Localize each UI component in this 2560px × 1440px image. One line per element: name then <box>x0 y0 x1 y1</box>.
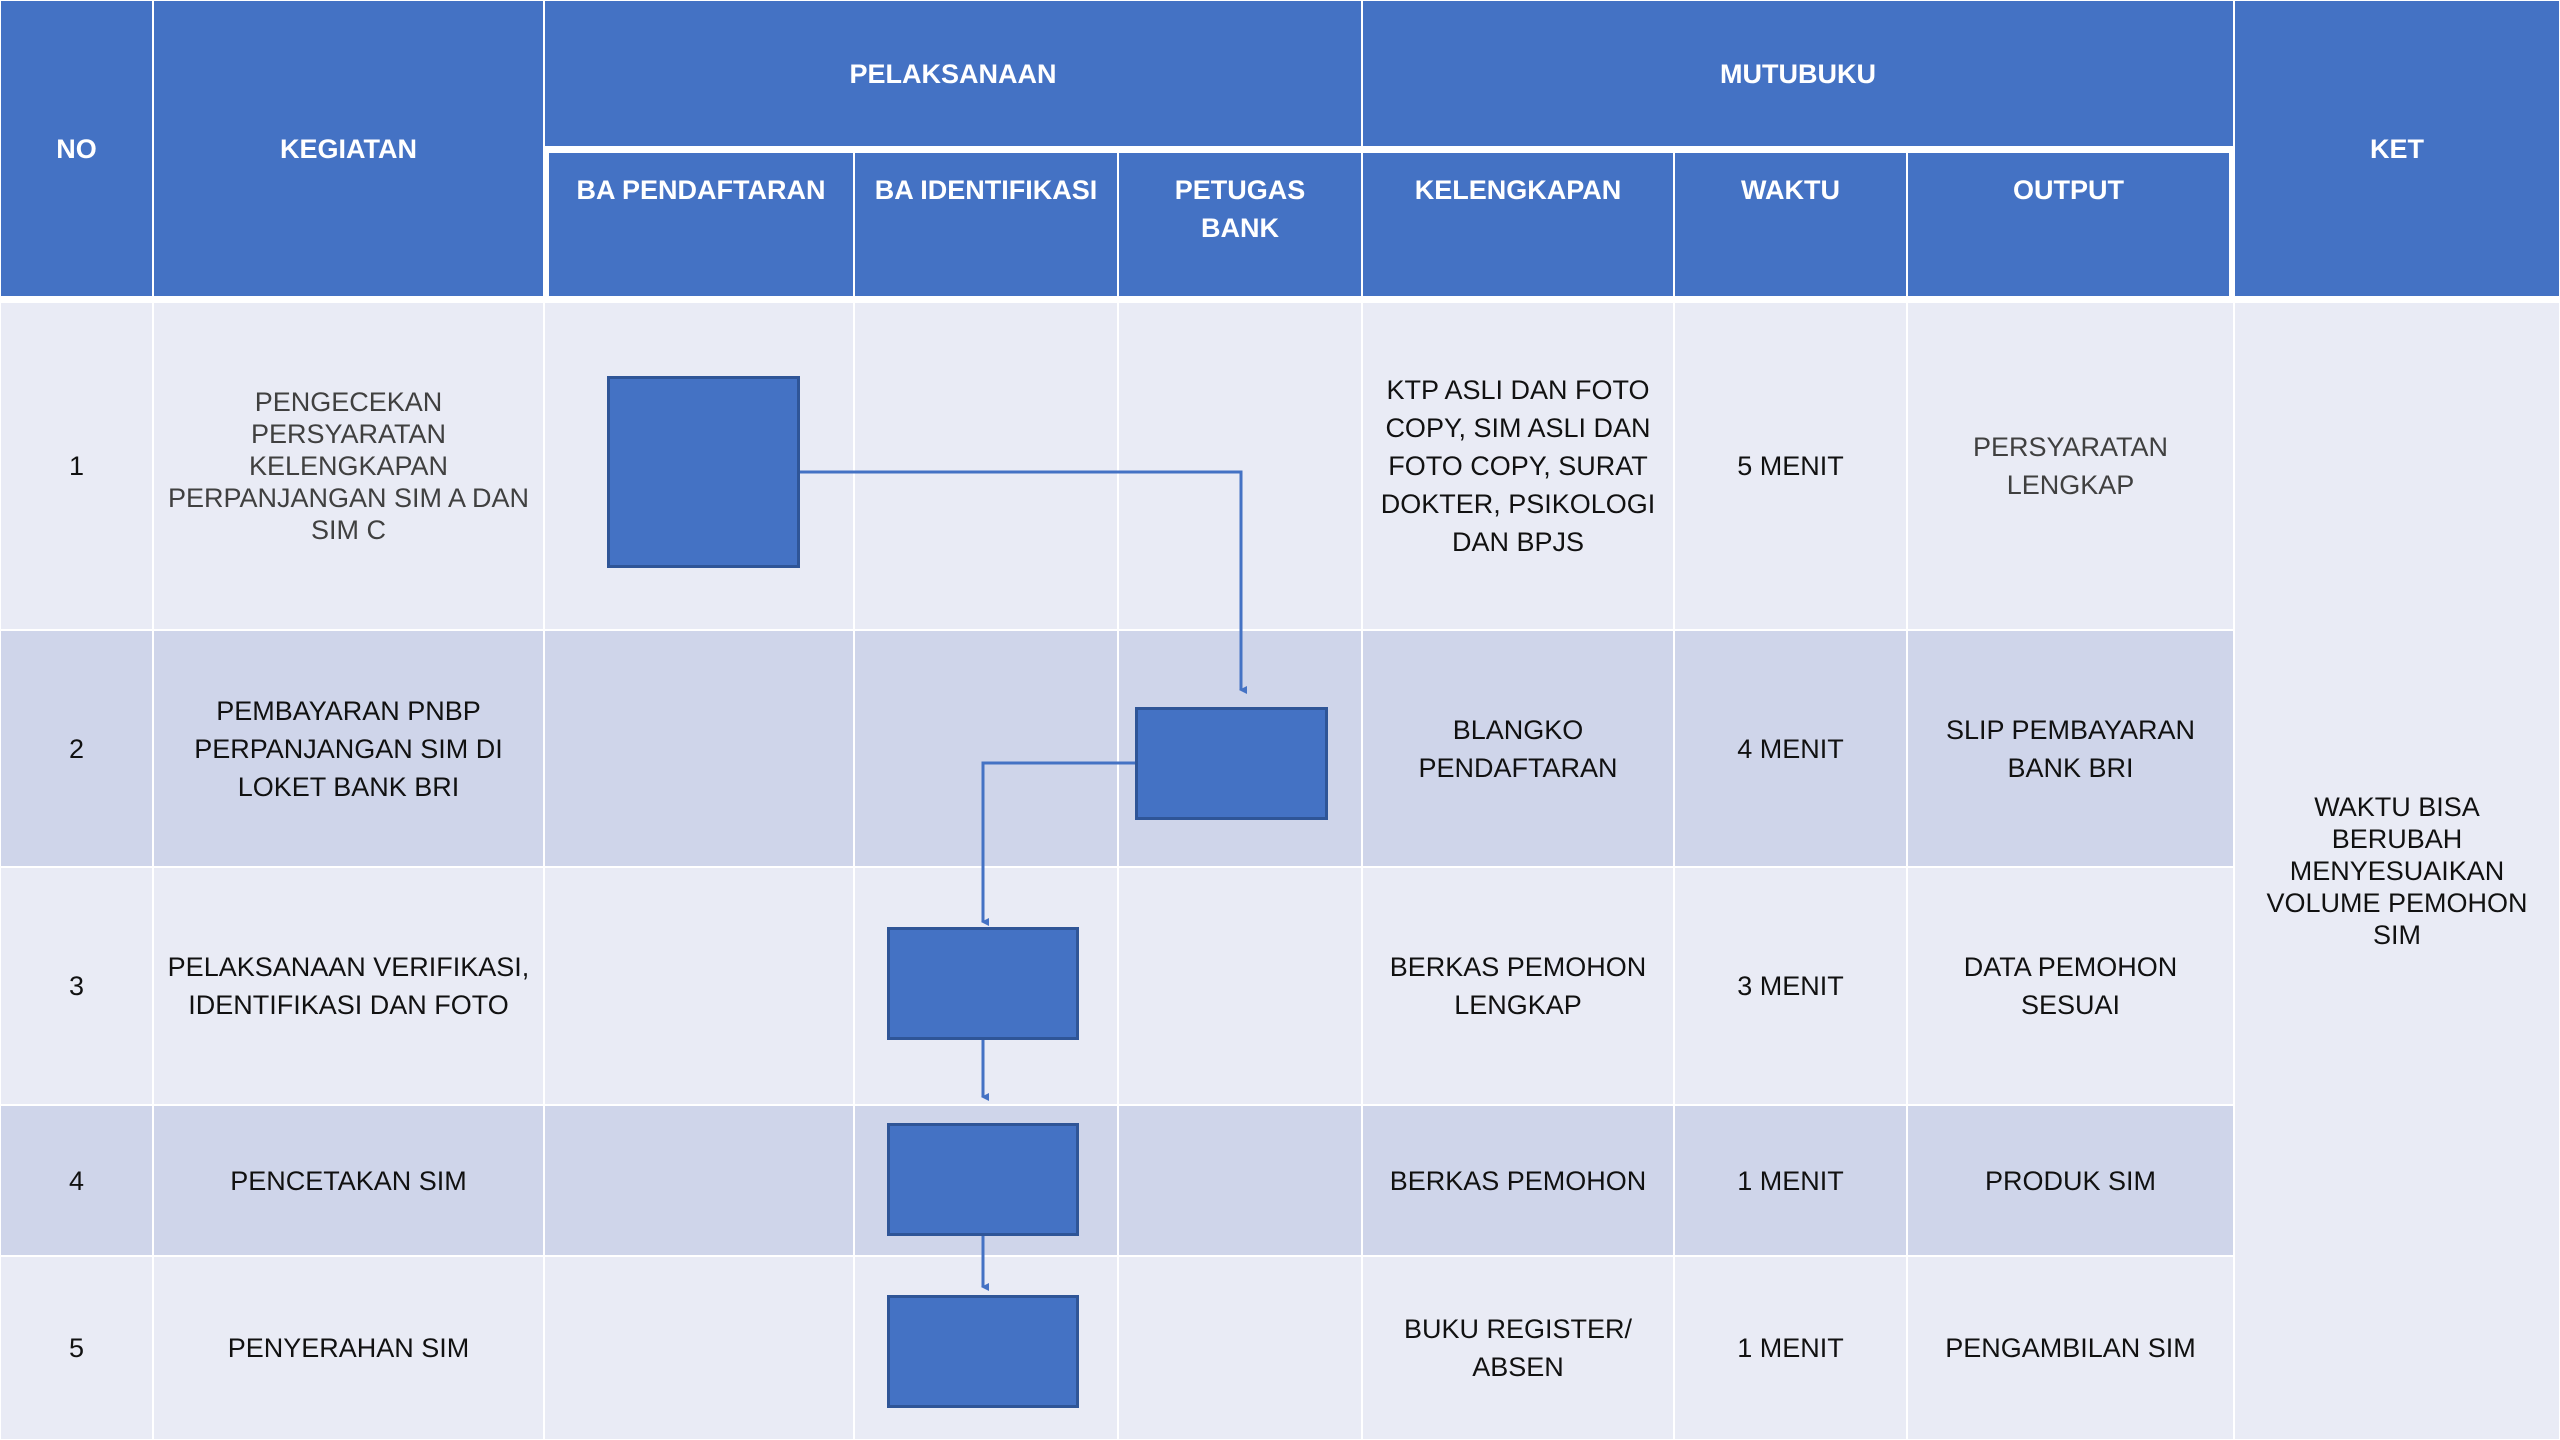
ket-note: WAKTU BISA BERUBAH MENYESUAIKAN VOLUME P… <box>2234 297 2560 1440</box>
process-box-5 <box>887 1295 1079 1408</box>
header-petugas-bank: PETUGAS BANK <box>1118 147 1362 297</box>
connector-2-3 <box>981 761 1135 926</box>
row-2-kegiatan: PEMBAYARAN PNBP PERPANJANGAN SIM DI LOKE… <box>153 630 544 867</box>
connector-1-2 <box>800 470 1247 694</box>
header-ba-pendaftaran: BA PENDAFTARAN <box>544 147 854 297</box>
row-3-waktu: 3 MENIT <box>1674 867 1907 1105</box>
row-3-lane <box>1118 867 1362 1105</box>
row-4-no: 4 <box>0 1105 153 1256</box>
process-box-3 <box>887 927 1079 1040</box>
row-3-no: 3 <box>0 867 153 1105</box>
row-2-no: 2 <box>0 630 153 867</box>
row-1-waktu: 5 MENIT <box>1674 297 1907 630</box>
row-1-no: 1 <box>0 297 153 630</box>
row-4-kelengkapan: BERKAS PEMOHON <box>1362 1105 1674 1256</box>
row-2-kelengkapan: BLANGKO PENDAFTARAN <box>1362 630 1674 867</box>
process-box-1 <box>607 376 800 568</box>
process-box-4 <box>887 1123 1079 1236</box>
header-waktu: WAKTU <box>1674 147 1907 297</box>
row-3-lane <box>544 867 854 1105</box>
row-5-kelengkapan: BUKU REGISTER/ ABSEN <box>1362 1256 1674 1440</box>
row-3-kegiatan: PELAKSANAAN VERIFIKASI, IDENTIFIKASI DAN… <box>153 867 544 1105</box>
row-2-waktu: 4 MENIT <box>1674 630 1907 867</box>
row-4-lane <box>1118 1105 1362 1256</box>
row-5-lane <box>544 1256 854 1440</box>
row-2-lane <box>854 630 1118 867</box>
row-4-waktu: 1 MENIT <box>1674 1105 1907 1256</box>
row-4-output: PRODUK SIM <box>1907 1105 2234 1256</box>
row-3-output: DATA PEMOHON SESUAI <box>1907 867 2234 1105</box>
row-5-lane <box>1118 1256 1362 1440</box>
process-box-2 <box>1135 707 1328 820</box>
header-no: NO <box>0 0 153 297</box>
row-3-kelengkapan: BERKAS PEMOHON LENGKAP <box>1362 867 1674 1105</box>
row-2-output: SLIP PEMBAYARAN BANK BRI <box>1907 630 2234 867</box>
row-5-kegiatan: PENYERAHAN SIM <box>153 1256 544 1440</box>
row-1-kelengkapan: KTP ASLI DAN FOTO COPY, SIM ASLI DAN FOT… <box>1362 297 1674 630</box>
header-pelaksanaan: PELAKSANAAN <box>544 0 1362 147</box>
header-mutubuku: MUTUBUKU <box>1362 0 2234 147</box>
header-kegiatan: KEGIATAN <box>153 0 544 297</box>
header-output: OUTPUT <box>1907 147 2234 297</box>
row-1-output: PERSYARATAN LENGKAP <box>1907 297 2234 630</box>
header-ba-identifikasi: BA IDENTIFIKASI <box>854 147 1118 297</box>
row-2-lane <box>544 630 854 867</box>
header-ket: KET <box>2234 0 2560 297</box>
row-5-output: PENGAMBILAN SIM <box>1907 1256 2234 1440</box>
header-kelengkapan: KELENGKAPAN <box>1362 147 1674 297</box>
row-4-lane <box>544 1105 854 1256</box>
row-1-lane <box>854 297 1118 630</box>
row-5-no: 5 <box>0 1256 153 1440</box>
row-1-kegiatan: PENGECEKAN PERSYARATAN KELENGKAPAN PERPA… <box>153 297 544 630</box>
row-4-kegiatan: PENCETAKAN SIM <box>153 1105 544 1256</box>
